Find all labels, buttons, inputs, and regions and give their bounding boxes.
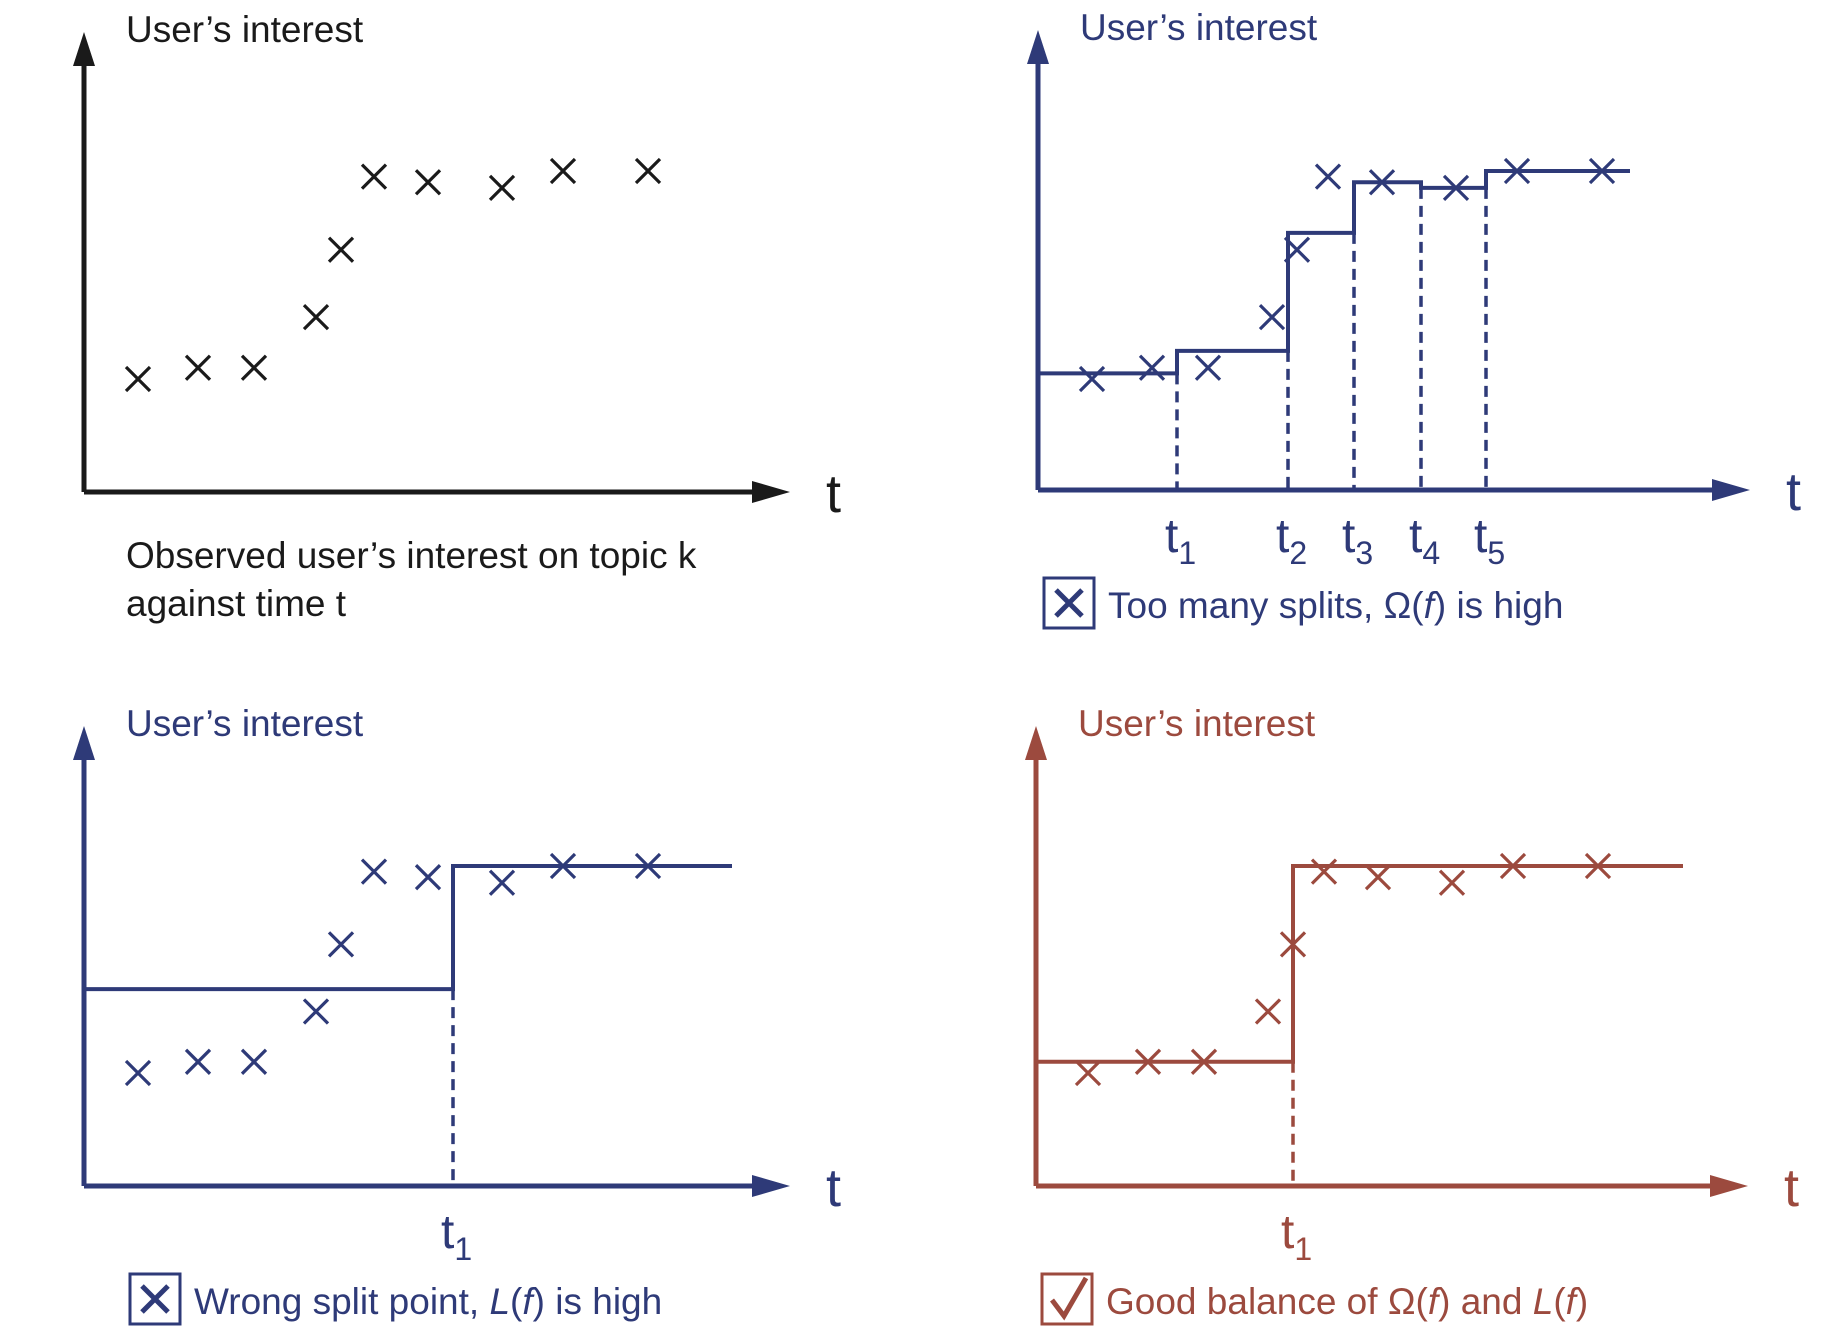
- data-point: [1364, 864, 1392, 891]
- data-point: [1442, 174, 1470, 201]
- y-axis-arrow-icon: [73, 726, 95, 760]
- data-point: [1503, 157, 1531, 185]
- data-point: [1499, 852, 1527, 880]
- data-point: [302, 304, 330, 331]
- step-function-line: [1036, 864, 1683, 1064]
- data-point: [327, 236, 355, 263]
- data-point: [1310, 858, 1338, 885]
- data-point: [360, 858, 388, 885]
- y-axis-label: User’s interest: [1078, 703, 1316, 744]
- x-axis-arrow-icon: [1712, 479, 1750, 501]
- data-point: [488, 869, 516, 896]
- caption-line: Observed user’s interest on topic k: [126, 535, 697, 576]
- panel-4: User’s interest t t1 Good balance of Ω(f) a…: [1025, 703, 1799, 1326]
- data-point: [1584, 852, 1612, 880]
- data-point: [1078, 365, 1106, 393]
- split-label: t1: [441, 1206, 472, 1267]
- y-axis-label: User’s interest: [126, 9, 364, 50]
- data-point: [1258, 304, 1286, 331]
- data-point: [1314, 163, 1342, 190]
- data-point: [1283, 236, 1311, 263]
- data-point: [302, 998, 330, 1025]
- x-axis-label: t: [826, 1158, 841, 1218]
- checkbox-cross-icon: [1042, 576, 1096, 630]
- split-label: t1: [1281, 1206, 1312, 1267]
- panel-1: User’s interest t Observed user’s interest…: [73, 9, 841, 624]
- caption: Wrong split point, L(f) is high: [194, 1281, 662, 1322]
- split-label: t5: [1474, 510, 1505, 571]
- caption: Too many splits, Ω(f) is high: [1108, 585, 1563, 626]
- step-function-line: [1038, 169, 1630, 376]
- x-axis-label: t: [1786, 462, 1801, 522]
- y-axis-arrow-icon: [1025, 726, 1047, 760]
- data-point: [1138, 354, 1166, 381]
- split-label: t4: [1409, 510, 1440, 571]
- data-point: [488, 174, 516, 201]
- panel-3: User’s interest t t1 Wrong split point, L(f…: [73, 703, 841, 1326]
- data-point: [360, 163, 388, 190]
- y-axis-arrow-icon: [1027, 30, 1049, 64]
- check-icon: [1050, 1276, 1089, 1321]
- x-axis-arrow-icon: [1710, 1175, 1748, 1197]
- caption-line: against time t: [126, 583, 347, 624]
- data-point: [549, 157, 577, 185]
- data-point: [240, 354, 268, 381]
- data-point: [1190, 1048, 1218, 1075]
- data-point: [549, 852, 577, 880]
- x-axis-label: t: [1784, 1158, 1799, 1218]
- data-point: [1368, 169, 1396, 196]
- data-point: [414, 169, 442, 196]
- data-point: [1438, 869, 1466, 896]
- data-point: [124, 1059, 152, 1087]
- data-point: [1194, 354, 1222, 381]
- data-point: [414, 864, 442, 891]
- data-point: [184, 354, 212, 381]
- data-point: [1134, 1048, 1162, 1075]
- data-point: [634, 852, 662, 880]
- split-label: t1: [1165, 510, 1196, 571]
- y-axis-label: User’s interest: [1080, 7, 1318, 48]
- x-axis-arrow-icon: [752, 481, 790, 503]
- cross-icon: [140, 1284, 170, 1314]
- data-point: [1588, 157, 1616, 185]
- data-point: [1279, 931, 1307, 958]
- split-label: t3: [1342, 510, 1373, 571]
- y-axis-label: User’s interest: [126, 703, 364, 744]
- checkbox-cross-icon: [128, 1272, 182, 1326]
- cross-icon: [1054, 588, 1084, 618]
- data-point: [240, 1048, 268, 1075]
- checkbox-check-icon: [1040, 1272, 1094, 1326]
- data-point: [1254, 998, 1282, 1025]
- data-point: [327, 931, 355, 958]
- data-point: [1074, 1059, 1102, 1087]
- data-point: [184, 1048, 212, 1075]
- panel-2: User’s interest t t1 t2 t3 t4 t5 Too many split…: [1027, 7, 1801, 630]
- caption: Good balance of Ω(f) and L(f): [1106, 1281, 1588, 1322]
- split-label: t2: [1276, 510, 1307, 571]
- x-axis-arrow-icon: [752, 1175, 790, 1197]
- y-axis-arrow-icon: [73, 32, 95, 66]
- x-axis-label: t: [826, 464, 841, 524]
- data-point: [124, 365, 152, 393]
- data-point: [634, 157, 662, 185]
- step-function-line: [84, 864, 732, 992]
